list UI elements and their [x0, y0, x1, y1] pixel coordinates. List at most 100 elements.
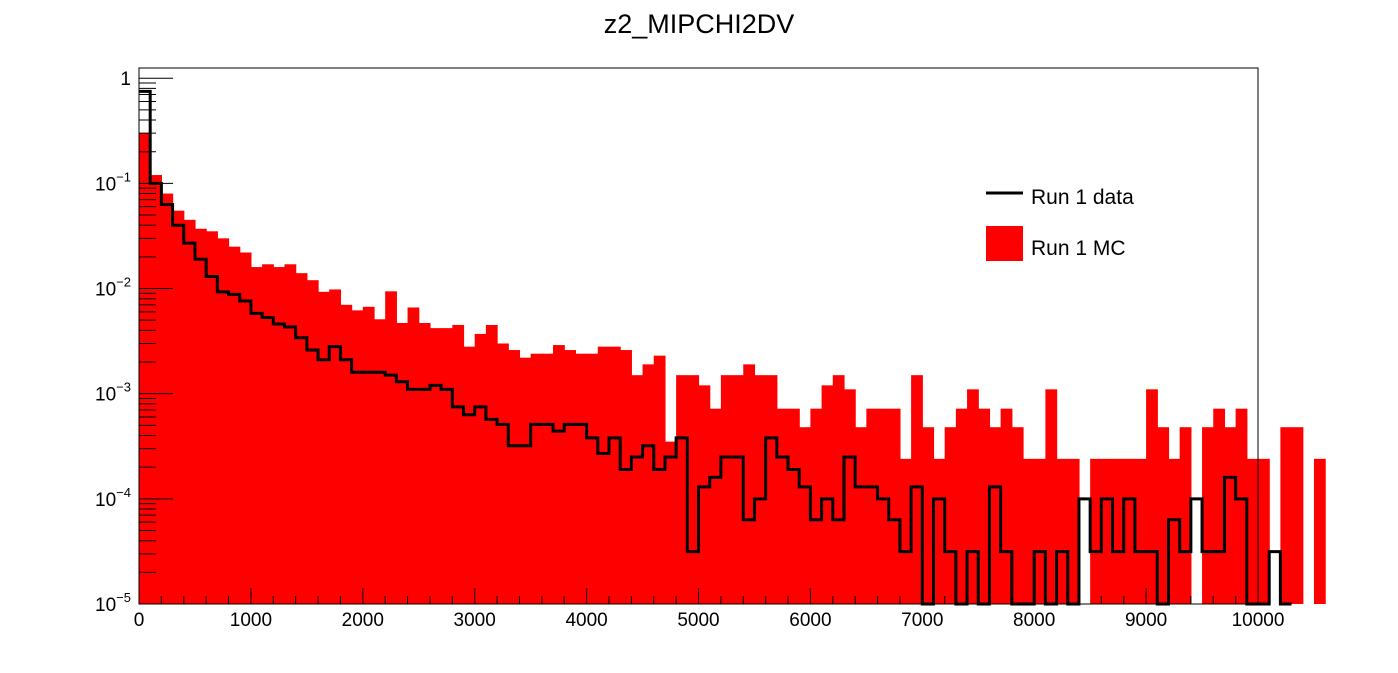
mc-bar: [989, 427, 1002, 604]
mc-bar: [765, 375, 778, 604]
mc-bar: [933, 458, 946, 604]
mc-bar: [1134, 458, 1147, 604]
mc-bar: [340, 304, 353, 604]
mc-bar: [161, 193, 174, 605]
mc-bar: [642, 364, 655, 604]
mc-bar: [183, 219, 196, 604]
x-tick-label: 3000: [454, 610, 496, 631]
mc-histogram-bars: [139, 133, 1326, 605]
mc-bar: [732, 375, 744, 604]
mc-bar: [239, 252, 252, 604]
mc-bar: [418, 323, 431, 604]
mc-bar: [967, 389, 979, 604]
mc-bar: [441, 328, 453, 604]
mc-bar: [463, 346, 476, 604]
mc-bar: [620, 350, 632, 604]
x-tick-label: 0: [134, 610, 145, 631]
x-tick-label: 6000: [789, 610, 831, 631]
mc-bar: [978, 408, 991, 604]
mc-bar: [553, 345, 565, 604]
y-tick-exponent: −3: [116, 380, 131, 395]
y-axis-ticks: 110−110−210−310−410−5: [95, 69, 173, 616]
y-tick-label: 1: [120, 69, 131, 90]
mc-bar: [855, 427, 867, 604]
mc-bar: [429, 328, 442, 604]
mc-bar: [396, 323, 409, 604]
mc-bar: [821, 385, 834, 604]
mc-bar: [754, 375, 767, 604]
mc-bar: [150, 175, 162, 604]
mc-bar: [351, 310, 364, 604]
mc-bar: [597, 346, 610, 604]
mc-bar: [743, 364, 756, 604]
mc-bar: [262, 264, 274, 604]
mc-bar: [788, 408, 800, 604]
x-tick-label: 7000: [901, 610, 943, 631]
x-tick-label: 10000: [1232, 610, 1285, 631]
mc-bar: [1067, 458, 1080, 604]
y-tick-exponent: −2: [116, 275, 131, 290]
mc-bar: [1101, 458, 1114, 604]
mc-bar: [631, 375, 644, 604]
mc-bar: [911, 375, 923, 604]
mc-bar: [1090, 458, 1102, 604]
mc-bar: [877, 408, 890, 604]
mc-bar: [1168, 458, 1181, 604]
y-tick-label: 10−2: [95, 275, 131, 301]
mc-bar: [664, 441, 677, 604]
mc-bar: [776, 408, 789, 604]
mc-bar: [586, 353, 599, 604]
x-tick-label: 5000: [677, 610, 719, 631]
mc-bar: [373, 319, 386, 604]
mc-bar: [1157, 427, 1170, 604]
mc-bar: [866, 408, 879, 604]
mc-bar: [1011, 427, 1024, 604]
mc-bar: [698, 385, 711, 604]
legend: Run 1 data Run 1 MC: [975, 170, 1175, 275]
mc-bar: [810, 408, 823, 604]
mc-bar: [922, 427, 935, 604]
mc-bar: [1258, 458, 1270, 604]
x-tick-label: 4000: [565, 610, 607, 631]
mc-bar: [1045, 389, 1058, 604]
mc-bar: [250, 267, 263, 604]
mc-bar: [228, 246, 241, 605]
mc-bar: [519, 357, 532, 604]
mc-bar: [1202, 427, 1214, 604]
mc-bar: [362, 306, 375, 604]
mc-bar: [329, 289, 342, 604]
mc-bar: [1056, 458, 1069, 604]
mc-bar: [575, 353, 588, 604]
mc-bar: [1246, 458, 1259, 604]
mc-bar: [720, 375, 733, 604]
mc-bar: [687, 375, 700, 604]
mc-bar: [653, 355, 666, 604]
legend-label-data: Run 1 data: [1031, 186, 1134, 209]
mc-bar: [1034, 458, 1046, 604]
mc-bar: [608, 346, 621, 604]
mc-bar: [474, 333, 487, 604]
mc-bar: [306, 280, 319, 604]
mc-bar: [139, 133, 151, 604]
mc-bar: [295, 273, 308, 604]
mc-bar: [206, 231, 218, 605]
mc-bar: [1213, 408, 1226, 604]
y-tick-exponent: −5: [116, 590, 131, 605]
mc-bar: [1313, 458, 1326, 604]
x-tick-label: 9000: [1125, 610, 1167, 631]
mc-bar: [452, 324, 465, 604]
mc-bar: [799, 427, 811, 604]
legend-swatch-mc: [986, 226, 1023, 261]
y-tick-exponent: −1: [116, 169, 131, 184]
mc-bar: [709, 408, 722, 604]
x-tick-label: 1000: [230, 610, 272, 631]
mc-bar: [1179, 427, 1192, 604]
mc-bar: [1023, 458, 1035, 604]
mc-bar: [955, 408, 968, 604]
mc-bar: [1000, 408, 1013, 604]
y-tick-exponent: −4: [116, 485, 131, 500]
mc-bar: [1280, 427, 1293, 604]
x-axis-ticks: 0 1000 2000 3000 4000 5000 6000 7000 8000 9000 100…: [134, 588, 1285, 631]
mc-bar: [530, 353, 543, 604]
